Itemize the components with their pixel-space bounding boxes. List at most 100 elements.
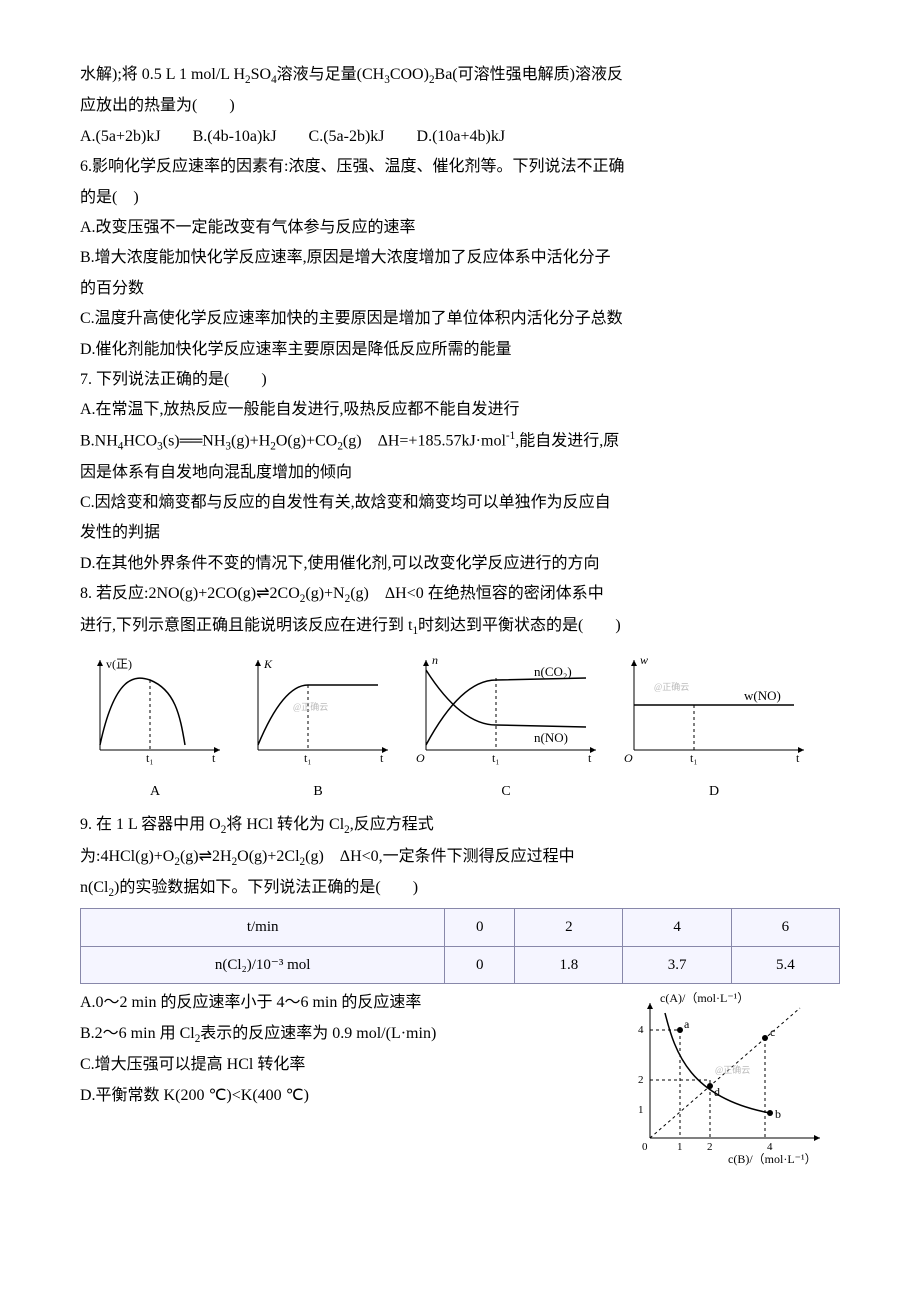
q9-stem-2: 为:4HCl(g)+O2(g)⇌2H2O(g)+2Cl2(g) ΔH<0,一定条… — [80, 842, 840, 873]
xt2: 2 — [707, 1141, 713, 1153]
q8-figures-row: v(正) t₁ t A K t₁ t @正确云 B — [80, 650, 840, 806]
q9-data-table: t/min 0 2 4 6 n(Cl₂)/10⁻³ mol 0 1.8 3.7 … — [80, 908, 840, 984]
figD-wm: @正确云 — [654, 681, 689, 692]
q6-opt-a: A.改变压强不一定能改变有气体参与反应的速率 — [80, 213, 840, 243]
q5-opt-b: B.(4b-10a)kJ — [193, 128, 277, 145]
q9-stem-1: 9. 在 1 L 容器中用 O2将 HCl 转化为 Cl2,反应方程式 — [80, 810, 840, 841]
q6-opt-c: C.温度升高使化学反应速率加快的主要原因是增加了单位体积内活化分子总数 — [80, 304, 840, 334]
row2-label: n(Cl₂)/10⁻³ mol — [81, 946, 445, 984]
pt-d: d — [714, 1085, 720, 1099]
q5-t2: SO — [251, 66, 271, 83]
q9-wm: @正确云 — [715, 1064, 750, 1075]
q5-stem-line2: 应放出的热量为( ) — [80, 91, 840, 121]
q6-opt-d: D.催化剂能加快化学反应速率主要原因是降低反应所需的能量 — [80, 335, 840, 365]
figD-O: O — [624, 751, 633, 765]
chart-a-svg: v(正) t₁ t — [80, 650, 230, 770]
yt4: 4 — [638, 1024, 644, 1036]
figA-ylab: v(正) — [106, 657, 132, 671]
figD-line: w(NO) — [744, 688, 781, 703]
figD-label: D — [614, 779, 814, 806]
q5-options: A.(5a+2b)kJ B.(4b-10a)kJ C.(5a-2b)kJ D.(… — [80, 122, 840, 152]
q5-opt-c: C.(5a-2b)kJ — [309, 128, 385, 145]
q9-figure: 0 1 2 4 1 2 4 a b c d c(A)/（mol·L⁻¹） c(B… — [620, 988, 840, 1179]
q7-opt-b-line2: 因是体系有自发地向混乱度增加的倾向 — [80, 458, 840, 488]
q7-b-3: (s)══NH — [163, 432, 226, 449]
figB-xlab: t — [380, 751, 384, 765]
xt1: 1 — [677, 1141, 683, 1153]
q7-b-5: O(g)+CO — [276, 432, 337, 449]
q7-opt-b-line1: B.NH4HCO3(s)══NH3(g)+H2O(g)+CO2(g) ΔH=+1… — [80, 426, 840, 458]
q9s2b: (g)⇌2H — [180, 848, 232, 865]
figA-xlab: t — [212, 751, 216, 765]
q5-t5: Ba(可溶性强电解质)溶液反 — [435, 66, 623, 83]
cell: 0 — [445, 946, 515, 984]
cell: 0 — [445, 909, 515, 947]
q9-chart-svg: 0 1 2 4 1 2 4 a b c d c(A)/（mol·L⁻¹） c(B… — [620, 988, 840, 1168]
q7-b-6: (g) ΔH=+185.57kJ·mol — [343, 432, 506, 449]
figB-wm: @正确云 — [293, 701, 328, 712]
figA-label: A — [80, 779, 230, 806]
q5-opt-d: D.(10a+4b)kJ — [417, 128, 506, 145]
q5-stem-line1: 水解);将 0.5 L 1 mol/L H2SO4溶液与足量(CH3COO)2B… — [80, 60, 840, 91]
q6-opt-b1: B.增大浓度能加快化学反应速率,原因是增大浓度增加了反应体系中活化分子 — [80, 243, 840, 273]
figB-t1: t₁ — [304, 751, 312, 765]
q9s1c: ,反应方程式 — [350, 816, 434, 833]
q8-s1c: (g) ΔH<0 在绝热恒容的密闭体系中 — [350, 585, 604, 602]
cell: 2 — [515, 909, 623, 947]
q8-fig-a: v(正) t₁ t A — [80, 650, 230, 806]
q9bb: 表示的反应速率为 0.9 mol/(L·min) — [200, 1025, 436, 1042]
figC-label: C — [406, 779, 606, 806]
q9s3b: )的实验数据如下。下列说法正确的是( ) — [114, 879, 418, 896]
q7-b-4: (g)+H — [231, 432, 270, 449]
figC-top: n(CO₂) — [534, 664, 572, 679]
q9-xlab: c(B)/（mol·L⁻¹） — [728, 1152, 817, 1166]
q8-fig-b: K t₁ t @正确云 B — [238, 650, 398, 806]
q8-fig-d: w w(NO) t₁ t O @正确云 D — [614, 650, 814, 806]
q9s2c: O(g)+2Cl — [237, 848, 299, 865]
q9s1b: 将 HCl 转化为 Cl — [226, 816, 344, 833]
q9ba: B.2～6 min 用 Cl — [80, 1025, 195, 1042]
pt-a: a — [684, 1017, 690, 1031]
q7-opt-c1: C.因焓变和熵变都与反应的自发性有关,故焓变和熵变均可以单独作为反应自 — [80, 488, 840, 518]
q7-opt-d: D.在其他外界条件不变的情况下,使用催化剂,可以改变化学反应进行的方向 — [80, 549, 840, 579]
yt1: 1 — [638, 1104, 644, 1116]
figB-ylab: K — [263, 657, 273, 671]
q9s2a: 为:4HCl(g)+O — [80, 848, 174, 865]
figB-label: B — [238, 779, 398, 806]
q5-t3: 溶液与足量(CH — [277, 66, 385, 83]
cell: 6 — [731, 909, 839, 947]
figC-O: O — [416, 751, 425, 765]
table-row: t/min 0 2 4 6 — [81, 909, 840, 947]
chart-c-svg: n n(CO₂) n(NO) t₁ t O — [406, 650, 606, 770]
cell: 3.7 — [623, 946, 731, 984]
q6-stem-2: 的是( ) — [80, 183, 840, 213]
chart-b-svg: K t₁ t @正确云 — [238, 650, 398, 770]
q8-s1b: (g)+N — [305, 585, 344, 602]
figD-t1: t₁ — [690, 751, 698, 765]
q6-stem-1: 6.影响化学反应速率的因素有:浓度、压强、温度、催化剂等。下列说法不正确 — [80, 152, 840, 182]
q8-stem-2: 进行,下列示意图正确且能说明该反应在进行到 t1时刻达到平衡状态的是( ) — [80, 611, 840, 642]
pt-c: c — [770, 1025, 775, 1039]
q7-b-7: ,能自发进行,原 — [515, 432, 619, 449]
q8-s1a: 8. 若反应:2NO(g)+2CO(g)⇌2CO — [80, 585, 300, 602]
cell: 5.4 — [731, 946, 839, 984]
q9s2d: (g) ΔH<0,一定条件下测得反应过程中 — [305, 848, 575, 865]
figD-ylab: w — [640, 653, 648, 667]
q6-opt-b2: 的百分数 — [80, 274, 840, 304]
cell: 1.8 — [515, 946, 623, 984]
q8-s2b: 时刻达到平衡状态的是( ) — [418, 617, 621, 634]
chart-d-svg: w w(NO) t₁ t O @正确云 — [614, 650, 814, 770]
supm1: -1 — [506, 430, 515, 442]
figA-t1: t₁ — [146, 751, 154, 765]
figC-ylab: n — [432, 653, 438, 667]
q8-fig-c: n n(CO₂) n(NO) t₁ t O C — [406, 650, 606, 806]
q7-opt-a: A.在常温下,放热反应一般能自发进行,吸热反应都不能自发进行 — [80, 395, 840, 425]
figC-xlab: t — [588, 751, 592, 765]
figD-xlab: t — [796, 751, 800, 765]
q5-opt-a: A.(5a+2b)kJ — [80, 128, 161, 145]
q9s1a: 9. 在 1 L 容器中用 O — [80, 816, 221, 833]
q8-s2a: 进行,下列示意图正确且能说明该反应在进行到 t — [80, 617, 412, 634]
q9-stem-3: n(Cl2)的实验数据如下。下列说法正确的是( ) — [80, 873, 840, 904]
table-row: n(Cl₂)/10⁻³ mol 0 1.8 3.7 5.4 — [81, 946, 840, 984]
cell: 4 — [623, 909, 731, 947]
